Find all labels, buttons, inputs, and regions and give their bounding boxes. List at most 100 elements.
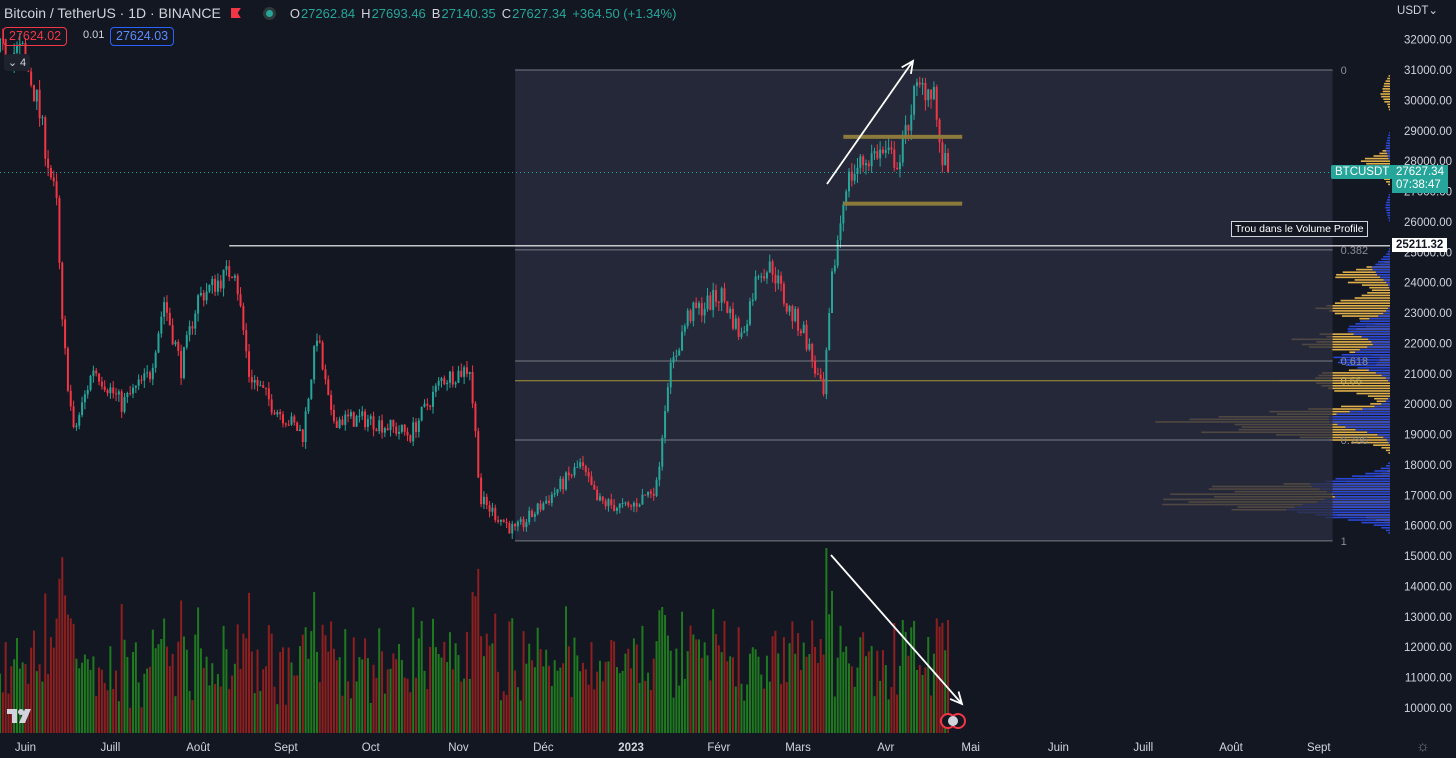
- candle-body: [341, 419, 344, 425]
- volume-bar: [375, 677, 378, 733]
- volume-bar: [420, 620, 423, 733]
- candle-body: [740, 332, 743, 337]
- volume-profile-row: [1354, 279, 1390, 281]
- candle-body: [126, 393, 129, 398]
- volume-profile-gap-label[interactable]: Trou dans le Volume Profile: [1231, 221, 1368, 237]
- volume-bar: [437, 654, 440, 733]
- candle-body: [703, 309, 706, 316]
- candle-body: [584, 465, 587, 473]
- candle-body: [508, 523, 511, 534]
- volume-bar: [194, 634, 197, 733]
- candle-body: [652, 493, 655, 496]
- volume-bar: [647, 672, 650, 733]
- volume-bar: [293, 675, 296, 733]
- trend-arrow-down-head: [949, 691, 964, 706]
- volume-bar: [864, 656, 867, 733]
- price-axis-label: 26000.00: [1404, 217, 1452, 229]
- candle-body: [884, 150, 887, 153]
- candle-body: [47, 158, 50, 168]
- volume-bar: [446, 662, 449, 733]
- volume-bar: [44, 593, 47, 733]
- volume-profile-row: [1386, 529, 1390, 532]
- volume-bar: [188, 690, 191, 733]
- candle-body: [760, 276, 763, 278]
- volume-profile-row: [1326, 490, 1390, 493]
- volume-bar: [216, 674, 219, 733]
- volume-bars: [0, 548, 950, 733]
- time-axis-label: 2023: [618, 742, 644, 754]
- volume-bar: [794, 653, 797, 733]
- candle-body: [49, 167, 52, 178]
- volume-bar: [666, 635, 669, 733]
- volume-bar: [947, 620, 950, 733]
- candle-body: [664, 411, 667, 438]
- volume-bar: [109, 646, 112, 733]
- volume-profile-row: [1375, 271, 1390, 273]
- candle-body: [522, 519, 525, 528]
- volume-bar: [429, 646, 432, 733]
- volume-bar: [748, 653, 751, 733]
- volume-bar: [304, 627, 307, 733]
- candle-body: [344, 414, 347, 425]
- volume-bar: [231, 675, 234, 733]
- volume-profile-row: [1355, 351, 1390, 354]
- volume-bar: [904, 631, 907, 733]
- fibonacci-retracement[interactable]: 0 0.382 0.618 0.66 0.786 1: [515, 65, 1368, 548]
- ohlc-values: O27262.84 H27693.46 B27140.35 C27627.34 …: [289, 5, 677, 21]
- candle-body: [304, 411, 307, 443]
- settings-gear-icon[interactable]: ☼: [1416, 738, 1430, 755]
- candle-body: [83, 394, 86, 403]
- volume-bar: [454, 643, 457, 733]
- candle-body: [21, 43, 24, 45]
- candle-body: [519, 519, 522, 522]
- time-axis-label: Août: [1219, 742, 1243, 754]
- candle-body: [836, 240, 839, 266]
- candle-body: [177, 341, 180, 351]
- volume-bar: [61, 557, 64, 733]
- candle-body: [491, 507, 494, 512]
- candle-body: [321, 342, 324, 370]
- volume-bar: [403, 677, 406, 733]
- volume-bar: [856, 667, 859, 733]
- candle-body: [647, 491, 650, 496]
- candle-body: [256, 380, 259, 386]
- volume-bar: [556, 670, 559, 733]
- volume-bar: [692, 634, 695, 733]
- candle-body: [32, 85, 35, 102]
- volume-bar: [471, 591, 474, 733]
- candle-body: [454, 382, 457, 385]
- volume-bar: [482, 656, 485, 733]
- sell-button[interactable]: 27624.02: [3, 27, 68, 46]
- volume-bar: [434, 647, 437, 733]
- candle-body: [112, 387, 115, 394]
- currency-selector[interactable]: USDT⌄: [1397, 5, 1438, 17]
- symbol-title[interactable]: Bitcoin / TetherUS · 1D · BINANCE: [4, 5, 221, 21]
- volume-bar: [675, 648, 678, 733]
- volume-profile-row: [1387, 137, 1390, 139]
- candle-body: [75, 425, 78, 428]
- volume-profile-row: [1286, 508, 1390, 511]
- candle-body: [115, 393, 118, 395]
- time-axis-label: Nov: [448, 742, 469, 754]
- volume-profile-row: [1386, 439, 1390, 441]
- drawings[interactable]: [0, 59, 1390, 729]
- candle-body: [819, 374, 822, 379]
- volume-bar: [706, 655, 709, 733]
- volume-bar: [635, 644, 638, 733]
- tradingview-logo-icon[interactable]: [6, 705, 34, 727]
- volume-bar: [845, 646, 848, 733]
- flag-icon[interactable]: [230, 8, 241, 18]
- volume-profile-row: [1308, 346, 1390, 348]
- candle-body: [904, 125, 907, 138]
- indicators-toggle[interactable]: ⌄ 4: [4, 54, 30, 71]
- candle-body: [327, 379, 330, 396]
- candle-body: [573, 467, 576, 476]
- candle-body: [66, 348, 69, 391]
- buy-button[interactable]: 27624.03: [110, 27, 175, 46]
- candle-body: [853, 173, 856, 181]
- chevron-down-icon: ⌄: [7, 57, 18, 69]
- volume-profile-row: [1386, 150, 1390, 152]
- candle-body: [706, 295, 709, 310]
- candle-body: [782, 283, 785, 304]
